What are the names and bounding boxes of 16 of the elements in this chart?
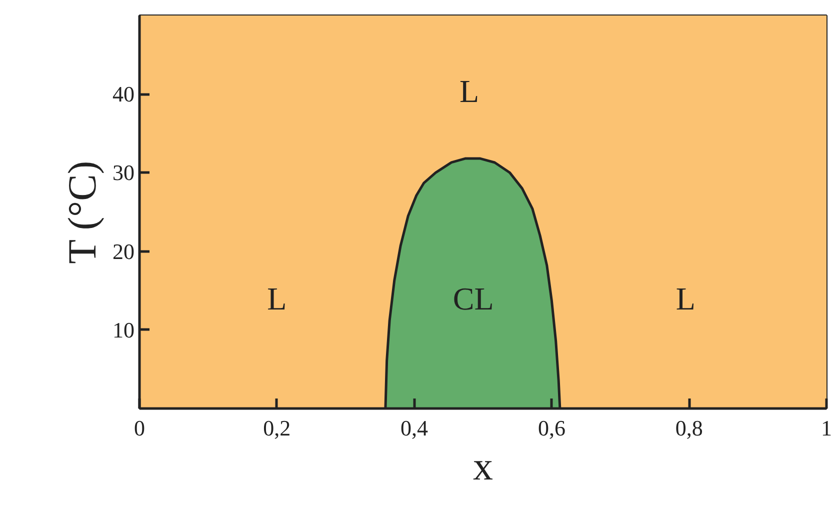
annotation: L: [267, 280, 287, 316]
y-tick-label: 10: [112, 317, 134, 342]
annotation: CL: [452, 280, 494, 316]
annotation: L: [676, 280, 696, 316]
x-tick-label: 0,4: [400, 416, 428, 440]
x-tick-label: 0,8: [675, 416, 703, 440]
x-tick-label: 0: [134, 416, 145, 440]
x-axis-title: x: [473, 444, 493, 488]
y-tick-label: 20: [112, 238, 134, 264]
x-tick-label: 1: [821, 416, 832, 440]
x-tick-label: 0,2: [263, 416, 291, 440]
x-tick-label: 0,6: [538, 416, 566, 440]
y-tick-label: 30: [112, 160, 134, 186]
y-tick-label: 40: [112, 82, 134, 107]
annotation: L: [459, 72, 480, 109]
y-axis-title: T (°C): [60, 160, 104, 264]
